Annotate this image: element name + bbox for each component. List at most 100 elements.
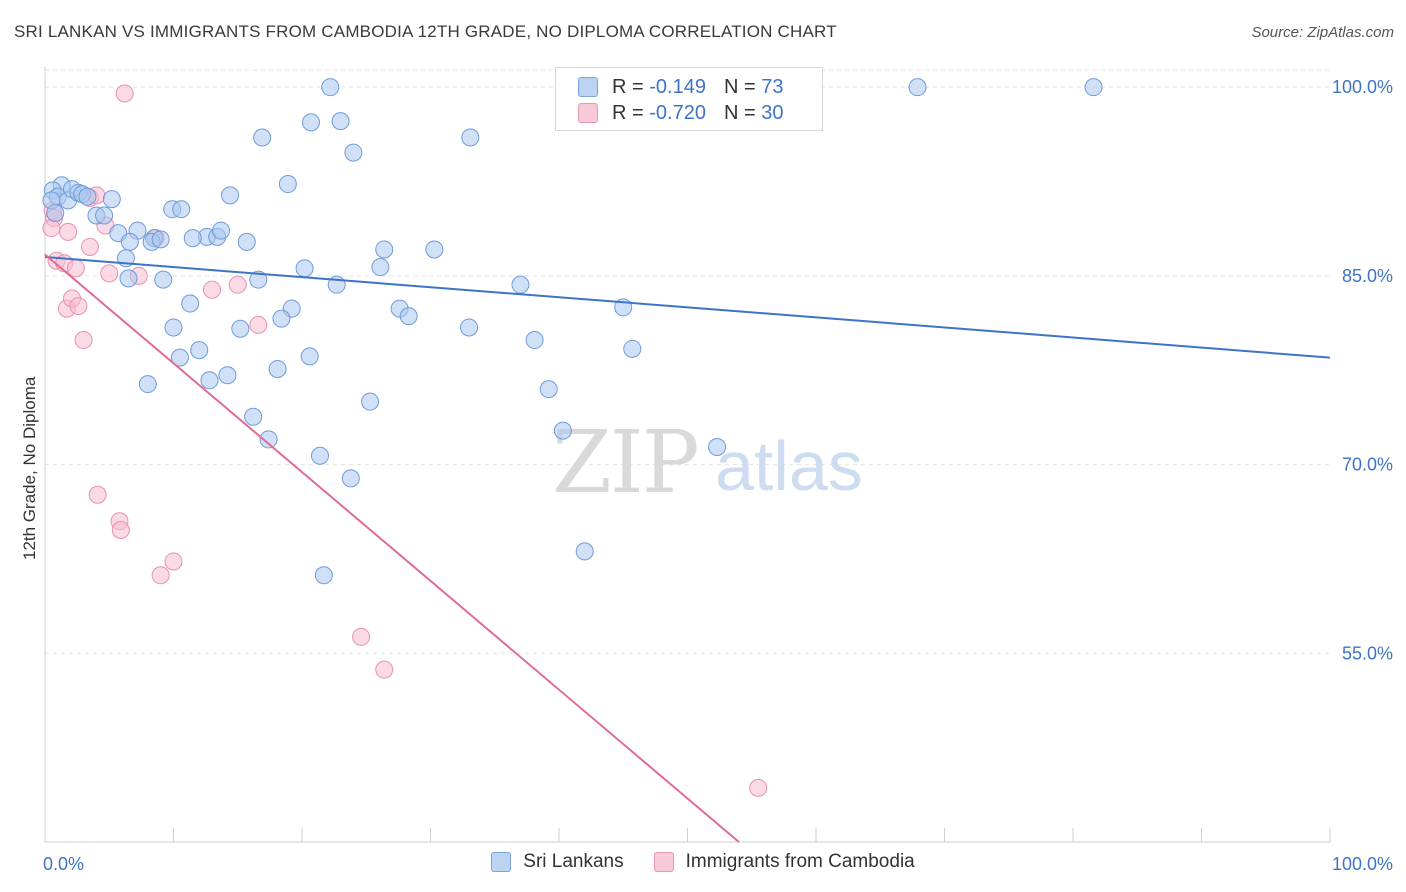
- sri-lankan-point: [341, 469, 360, 488]
- series-layer: [42, 78, 1331, 843]
- sri-lankan-point: [553, 421, 572, 440]
- sri-lankan-point: [272, 309, 291, 328]
- y-tick-label: 85.0%: [1342, 266, 1393, 286]
- cambodia-point: [74, 331, 93, 350]
- sri-lankan-point: [259, 430, 278, 449]
- sri-lankan-point: [310, 446, 329, 465]
- x-tick-label: 100.0%: [1332, 854, 1393, 874]
- sri-lankan-point: [708, 437, 727, 456]
- sri-lankan-point: [1084, 78, 1103, 97]
- sri-lankan-point: [200, 371, 219, 390]
- blue-swatch: [491, 852, 512, 872]
- sri-lankan-point: [301, 113, 320, 132]
- r-value: -0.720: [649, 101, 706, 124]
- series-legend: Sri Lankans Immigrants from Cambodia: [0, 851, 1406, 873]
- sri-lankan-point: [361, 392, 380, 411]
- sri-lankan-point: [170, 348, 189, 367]
- cambodia-point: [164, 552, 183, 571]
- blue-swatch: [578, 77, 598, 97]
- sri-lankan-point: [623, 339, 642, 358]
- cambodia-point: [69, 297, 88, 316]
- legend-item-cambodia: Immigrants from Cambodia: [653, 851, 915, 873]
- cambodia-point: [203, 280, 222, 299]
- tick-labels: 100.0% 85.0% 70.0% 55.0% 0.0% 100.0%: [43, 77, 1393, 874]
- sri-lankan-point: [120, 232, 139, 251]
- sri-lankan-point: [164, 318, 183, 337]
- sri-lankan-point: [525, 331, 544, 350]
- sri-lankan-point: [119, 269, 138, 288]
- sri-lankan-point: [539, 380, 558, 399]
- sri-lankan-trendline: [44, 256, 1331, 359]
- sri-lankan-point: [460, 318, 479, 337]
- watermark-zip: ZIP: [552, 413, 698, 513]
- n-label: N =: [723, 75, 756, 98]
- source-label: Source: ZipAtlas.com: [1251, 24, 1394, 41]
- legend-item-sri-lankans: Sri Lankans: [491, 851, 624, 873]
- cambodia-point: [228, 275, 247, 294]
- sri-lankan-point: [375, 240, 394, 259]
- legend-label: Sri Lankans: [523, 851, 624, 872]
- sri-lankan-point: [314, 566, 333, 585]
- sri-lankan-point: [154, 270, 173, 289]
- r-value: -0.149: [649, 75, 706, 98]
- sri-lankan-point: [244, 407, 263, 426]
- sri-lankan-point: [575, 542, 594, 561]
- y-tick-label: 100.0%: [1332, 77, 1393, 97]
- cambodia-point: [88, 485, 107, 504]
- legend-label: Immigrants from Cambodia: [685, 851, 915, 872]
- watermark-atlas: atlas: [715, 427, 863, 505]
- sri-lankan-point: [371, 258, 390, 277]
- y-axis-label: 12th Grade, No Diploma: [20, 376, 39, 560]
- cambodia-point: [249, 315, 268, 334]
- sri-lankan-point: [46, 203, 65, 222]
- cambodia-point: [352, 627, 371, 646]
- sri-lankan-point: [321, 78, 340, 97]
- r-label: R =: [612, 101, 644, 124]
- cambodia-point: [111, 521, 130, 539]
- cambodia-point: [100, 264, 119, 283]
- sri-lankan-point: [249, 270, 268, 289]
- sri-lankan-point: [278, 175, 297, 194]
- sri-lankan-point: [218, 366, 237, 385]
- sri-lankan-point: [231, 319, 250, 338]
- legend-row-cambodia: R = -0.720 N = 30: [578, 101, 783, 125]
- legend-row-sri-lankans: R = -0.149 N = 73: [578, 75, 783, 99]
- y-tick-label: 55.0%: [1342, 643, 1393, 663]
- n-value: 30: [761, 101, 784, 124]
- pink-swatch: [578, 103, 598, 123]
- watermark: ZIP atlas: [552, 413, 863, 513]
- sri-lankan-point: [102, 190, 121, 209]
- sri-lankan-point: [151, 230, 170, 249]
- cambodia-point: [375, 660, 394, 679]
- x-tick-label: 0.0%: [43, 854, 84, 874]
- sri-lankan-point: [95, 206, 114, 225]
- cambodia-trendline: [44, 253, 740, 843]
- sri-lankan-point: [78, 187, 97, 206]
- sri-lankan-point: [181, 294, 200, 313]
- cambodia-point: [42, 219, 61, 238]
- sri-lankan-point: [461, 128, 480, 147]
- cambodia-point: [80, 237, 99, 256]
- sri-lankan-point: [138, 375, 157, 394]
- correlation-legend: R = -0.149 N = 73 R = -0.720 N = 30: [555, 67, 823, 131]
- sri-lankan-point: [172, 200, 191, 219]
- cambodia-point: [151, 566, 170, 585]
- sri-lankan-point: [511, 275, 530, 294]
- cambodia-point: [749, 778, 768, 797]
- sri-lankan-point: [425, 240, 444, 259]
- y-tick-label: 70.0%: [1342, 455, 1393, 475]
- r-label: R =: [612, 75, 644, 98]
- sri-lankan-point: [331, 112, 350, 131]
- pink-swatch: [653, 852, 674, 872]
- chart-title: SRI LANKAN VS IMMIGRANTS FROM CAMBODIA 1…: [14, 22, 837, 41]
- sri-lankan-point: [399, 307, 418, 326]
- sri-lankan-point: [268, 359, 287, 378]
- sri-lankan-point: [190, 341, 209, 360]
- gridlines: [45, 69, 1330, 654]
- sri-lankan-point: [237, 232, 256, 251]
- cambodia-point: [115, 84, 134, 103]
- sri-lankan-point: [253, 128, 272, 147]
- sri-lankan-point: [212, 221, 231, 240]
- sri-lankan-point: [295, 259, 314, 278]
